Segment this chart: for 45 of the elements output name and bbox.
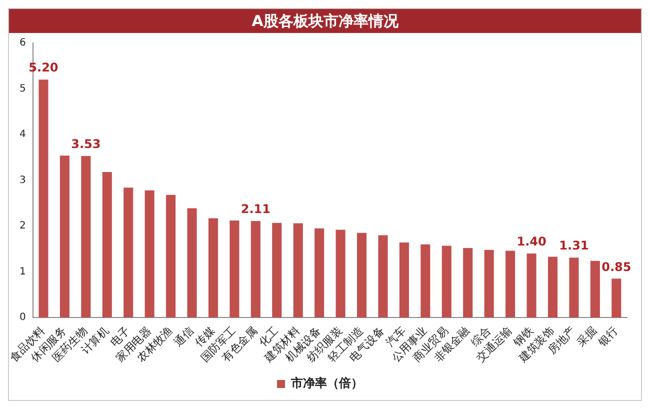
data-label: 2.11 (240, 202, 270, 216)
bar (38, 80, 48, 318)
bar (250, 221, 260, 318)
bar (590, 260, 600, 318)
bar (144, 190, 154, 318)
bar (526, 253, 536, 318)
data-label: 1.31 (559, 238, 589, 253)
bar (399, 242, 409, 318)
bar (612, 278, 622, 318)
y-tick-label: 5 (19, 83, 26, 94)
y-tick-label: 3 (19, 174, 26, 186)
y-tick-label: 6 (19, 38, 26, 49)
bar (463, 248, 473, 318)
bar (569, 258, 579, 318)
bar (356, 232, 367, 318)
bar (378, 235, 388, 318)
bar (420, 244, 430, 318)
legend-label: 市净率（倍） (290, 376, 363, 390)
x-tick-label: 通信 (171, 324, 196, 349)
bar (506, 250, 516, 318)
bar (230, 220, 240, 318)
x-tick-label: 采掘 (574, 324, 600, 349)
y-tick-label: 2 (19, 220, 26, 232)
bar (314, 228, 324, 318)
y-tick-label: 0 (19, 312, 26, 324)
bar (442, 246, 452, 318)
data-label: 5.20 (28, 60, 58, 75)
bar (102, 172, 112, 318)
bar (187, 208, 197, 318)
data-label: 1.40 (516, 234, 546, 249)
y-tick-label: 1 (19, 266, 26, 278)
bar (336, 230, 346, 318)
bar (166, 194, 176, 318)
bar (81, 156, 91, 318)
y-tick-label: 4 (19, 129, 26, 140)
bar (124, 188, 134, 318)
data-label: 3.53 (71, 137, 101, 152)
bar (272, 222, 282, 318)
bar (484, 250, 494, 318)
bar (208, 218, 218, 318)
bar (293, 223, 303, 318)
data-label: 0.85 (602, 260, 632, 274)
bar (548, 256, 558, 318)
bar (60, 156, 70, 318)
chart-title: A股各板块市净率情况 (9, 9, 641, 33)
